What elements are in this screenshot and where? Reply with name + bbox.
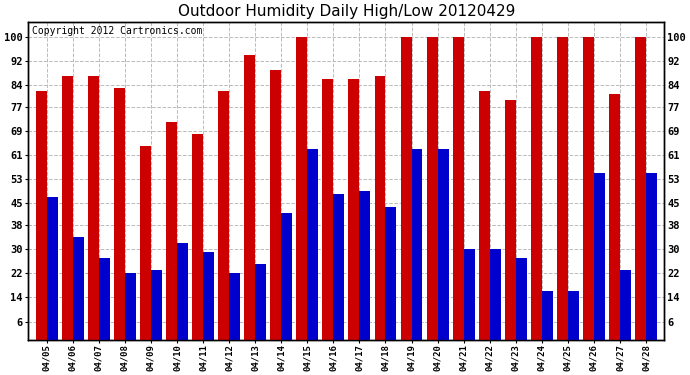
Bar bbox=[307, 149, 318, 340]
Bar bbox=[333, 194, 344, 340]
Bar bbox=[62, 76, 72, 340]
Bar bbox=[557, 37, 568, 340]
Bar bbox=[177, 243, 188, 340]
Bar bbox=[99, 258, 110, 340]
Bar bbox=[464, 249, 475, 340]
Bar bbox=[72, 237, 83, 340]
Bar bbox=[192, 134, 203, 340]
Bar bbox=[151, 270, 162, 340]
Bar bbox=[583, 37, 594, 340]
Bar bbox=[568, 291, 579, 340]
Bar bbox=[229, 273, 240, 340]
Bar bbox=[36, 92, 47, 340]
Bar bbox=[140, 146, 151, 340]
Text: Copyright 2012 Cartronics.com: Copyright 2012 Cartronics.com bbox=[32, 27, 202, 36]
Bar bbox=[437, 149, 448, 340]
Bar bbox=[505, 100, 515, 340]
Bar bbox=[411, 149, 422, 340]
Bar bbox=[646, 173, 657, 340]
Bar bbox=[47, 197, 58, 340]
Bar bbox=[426, 37, 437, 340]
Bar bbox=[166, 122, 177, 340]
Title: Outdoor Humidity Daily High/Low 20120429: Outdoor Humidity Daily High/Low 20120429 bbox=[178, 4, 515, 19]
Bar bbox=[515, 258, 526, 340]
Bar bbox=[114, 88, 125, 340]
Bar bbox=[218, 92, 229, 340]
Bar bbox=[297, 37, 307, 340]
Bar bbox=[244, 55, 255, 340]
Bar bbox=[531, 37, 542, 340]
Bar bbox=[322, 79, 333, 340]
Bar bbox=[620, 270, 631, 340]
Bar bbox=[203, 252, 214, 340]
Bar bbox=[609, 94, 620, 340]
Bar bbox=[635, 37, 646, 340]
Bar bbox=[359, 191, 371, 340]
Bar bbox=[125, 273, 136, 340]
Bar bbox=[594, 173, 605, 340]
Bar bbox=[375, 76, 386, 340]
Bar bbox=[348, 79, 359, 340]
Bar bbox=[401, 37, 411, 340]
Bar bbox=[282, 213, 292, 340]
Bar bbox=[255, 264, 266, 340]
Bar bbox=[453, 37, 464, 340]
Bar bbox=[479, 92, 490, 340]
Bar bbox=[490, 249, 501, 340]
Bar bbox=[386, 207, 397, 340]
Bar bbox=[542, 291, 553, 340]
Bar bbox=[270, 70, 282, 340]
Bar bbox=[88, 76, 99, 340]
